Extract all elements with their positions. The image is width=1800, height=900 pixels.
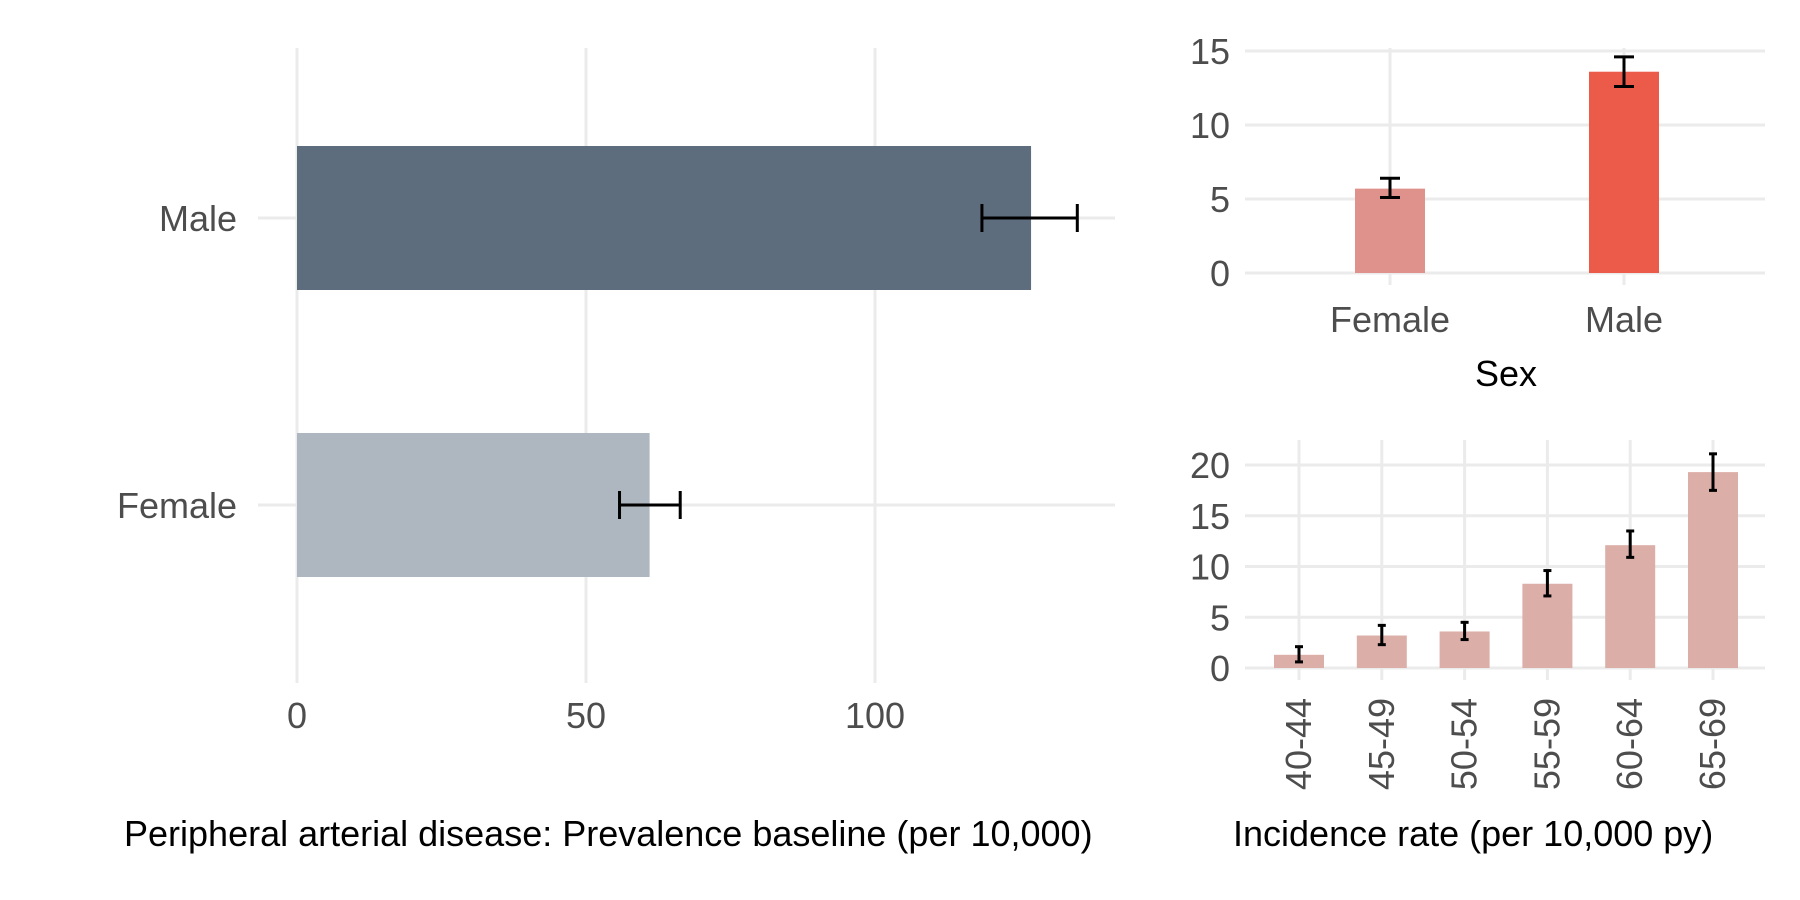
x-tick-label-0: 0 <box>287 695 307 736</box>
x-tick-label-50-54: 50-54 <box>1444 698 1485 790</box>
y-tick-label-0: 0 <box>1210 253 1230 294</box>
x-tick-label-female: Female <box>1330 299 1450 340</box>
y-tick-label-20: 20 <box>1190 445 1230 486</box>
incidence-by-sex-panel: 0 5 10 15 Female Male <box>1190 31 1765 340</box>
x-tick-label-100: 100 <box>845 695 905 736</box>
bar-55-59 <box>1522 583 1573 668</box>
y-tick-label-10: 10 <box>1190 105 1230 146</box>
bar-female <box>297 433 650 577</box>
x-tick-label-50: 50 <box>566 695 606 736</box>
age-x-axis-title: Incidence rate (per 10,000 py) <box>1233 813 1713 854</box>
x-tick-label-60-64: 60-64 <box>1609 698 1650 790</box>
prevalence-x-axis-title: Peripheral arterial disease: Prevalence … <box>124 813 1093 854</box>
x-tick-label-40-44: 40-44 <box>1278 698 1319 790</box>
bar-60-64 <box>1605 545 1656 668</box>
bar-65-69 <box>1688 472 1738 668</box>
prevalence-panel: 0 50 100 Female Male <box>117 48 1115 736</box>
x-tick-label-65-69: 65-69 <box>1692 698 1733 790</box>
incidence-by-age-panel: 0 5 10 15 20 40-44 45-49 50-54 55-59 60-64 65-69 <box>1190 440 1765 790</box>
y-tick-label-10: 10 <box>1190 547 1230 588</box>
y-tick-label-male: Male <box>159 198 237 239</box>
bar-male <box>1589 71 1659 273</box>
y-tick-label-0: 0 <box>1210 648 1230 689</box>
x-tick-label-55-59: 55-59 <box>1526 698 1567 790</box>
y-tick-label-5: 5 <box>1210 179 1230 220</box>
bar-female <box>1355 188 1425 273</box>
bar-male <box>297 146 1032 290</box>
sex-x-axis-title: Sex <box>1475 353 1537 394</box>
x-tick-label-male: Male <box>1585 299 1663 340</box>
x-tick-label-45-49: 45-49 <box>1361 698 1402 790</box>
y-tick-label-15: 15 <box>1190 31 1230 72</box>
y-tick-label-15: 15 <box>1190 496 1230 537</box>
y-tick-label-female: Female <box>117 485 237 526</box>
y-tick-label-5: 5 <box>1210 597 1230 638</box>
